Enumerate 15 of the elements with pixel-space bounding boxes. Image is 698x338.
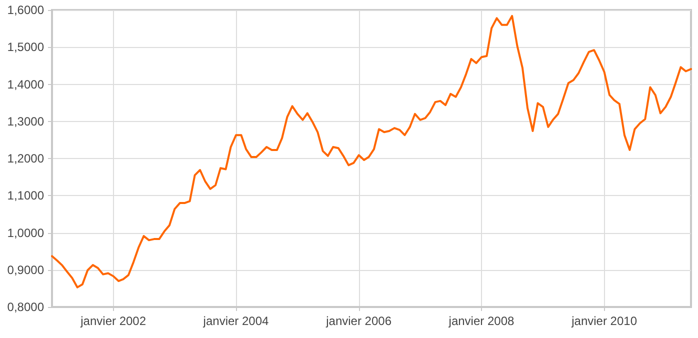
- y-tick-label: 1,5000: [7, 40, 44, 54]
- x-tick-label: janvier 2006: [325, 314, 392, 328]
- y-tick-label: 1,2000: [7, 152, 44, 166]
- y-tick-label: 0,9000: [7, 262, 44, 277]
- y-tick-label: 1,1000: [7, 188, 44, 203]
- y-tick-label: 1,3000: [7, 114, 44, 128]
- y-tick-label: 1,4000: [7, 77, 44, 92]
- y-tick-label: 0,8000: [7, 300, 44, 314]
- line-series: [51, 14, 692, 288]
- x-tick-label: janvier 2004: [202, 314, 269, 328]
- x-tick-label: janvier 2010: [570, 314, 638, 328]
- y-tick-label: 1,0000: [7, 226, 44, 240]
- x-tick-label: janvier 2008: [448, 314, 514, 328]
- y-tick-label: 1,6000: [7, 3, 44, 17]
- x-tick-label: janvier 2002: [80, 314, 146, 328]
